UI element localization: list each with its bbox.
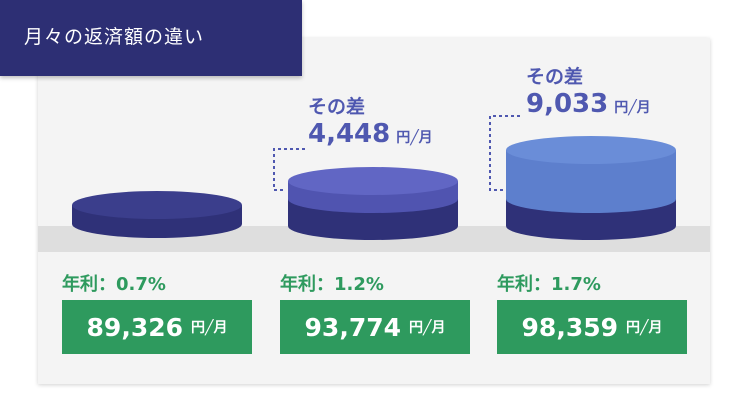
rate-label-2: 年利：1.2%	[280, 274, 384, 295]
rate-label-3: 年利：1.7%	[497, 274, 601, 295]
disk-diff-2	[288, 167, 458, 213]
diff-bracket-3	[489, 115, 520, 191]
payment-box-1: 89,326 円╱月	[62, 300, 252, 354]
payment-unit: 円╱月	[626, 320, 663, 336]
difference-label-2: その差 4,448 円╱月	[308, 92, 433, 149]
payment-box-3: 98,359 円╱月	[497, 300, 687, 354]
difference-amount: 4,448	[308, 119, 391, 149]
difference-label-3: その差 9,033 円╱月	[526, 62, 651, 119]
payment-unit: 円╱月	[409, 320, 446, 336]
difference-amount: 9,033	[526, 89, 609, 119]
payment-amount: 93,774	[304, 312, 402, 342]
difference-unit: 円╱月	[396, 130, 433, 146]
difference-title: その差	[308, 96, 366, 118]
payment-box-2: 93,774 円╱月	[280, 300, 470, 354]
payment-amount: 89,326	[86, 312, 184, 342]
disk-diff-3	[506, 136, 676, 213]
section-header: 月々の返済額の違い	[0, 0, 302, 76]
difference-unit: 円╱月	[614, 100, 651, 116]
payment-unit: 円╱月	[191, 320, 228, 336]
disk-base-1	[72, 191, 242, 238]
payment-amount: 98,359	[521, 312, 619, 342]
difference-title: その差	[526, 66, 584, 88]
rate-label-1: 年利：0.7%	[62, 274, 166, 295]
section-title: 月々の返済額の違い	[24, 26, 205, 48]
